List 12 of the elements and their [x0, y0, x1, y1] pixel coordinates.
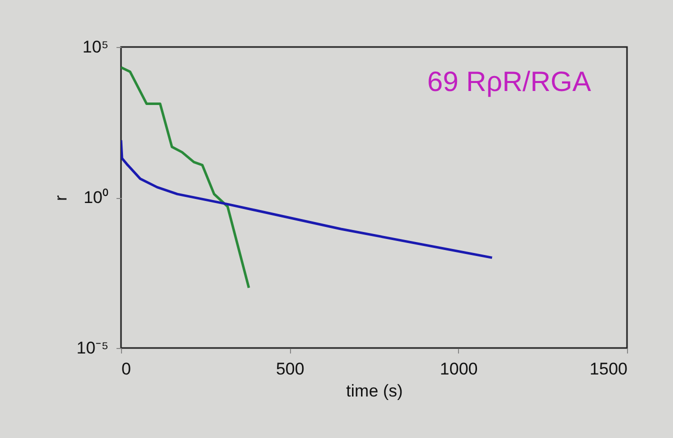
annotation: 69 RρR/RGA [427, 66, 592, 97]
y-tick-label: 10⁰ [84, 188, 108, 207]
x-tick-label: 500 [276, 360, 304, 378]
y-axis-title: r [52, 194, 71, 201]
x-tick-label: 1500 [590, 360, 628, 378]
x-tick-label: 0 [122, 360, 131, 378]
line-series [121, 66, 250, 290]
y-tick-label: 10⁵ [82, 38, 108, 56]
x-tick-label: 1000 [440, 360, 478, 378]
y-tick-label: 10⁻⁵ [76, 338, 108, 358]
x-axis-title: time (s) [346, 382, 403, 400]
line-series [121, 138, 494, 259]
